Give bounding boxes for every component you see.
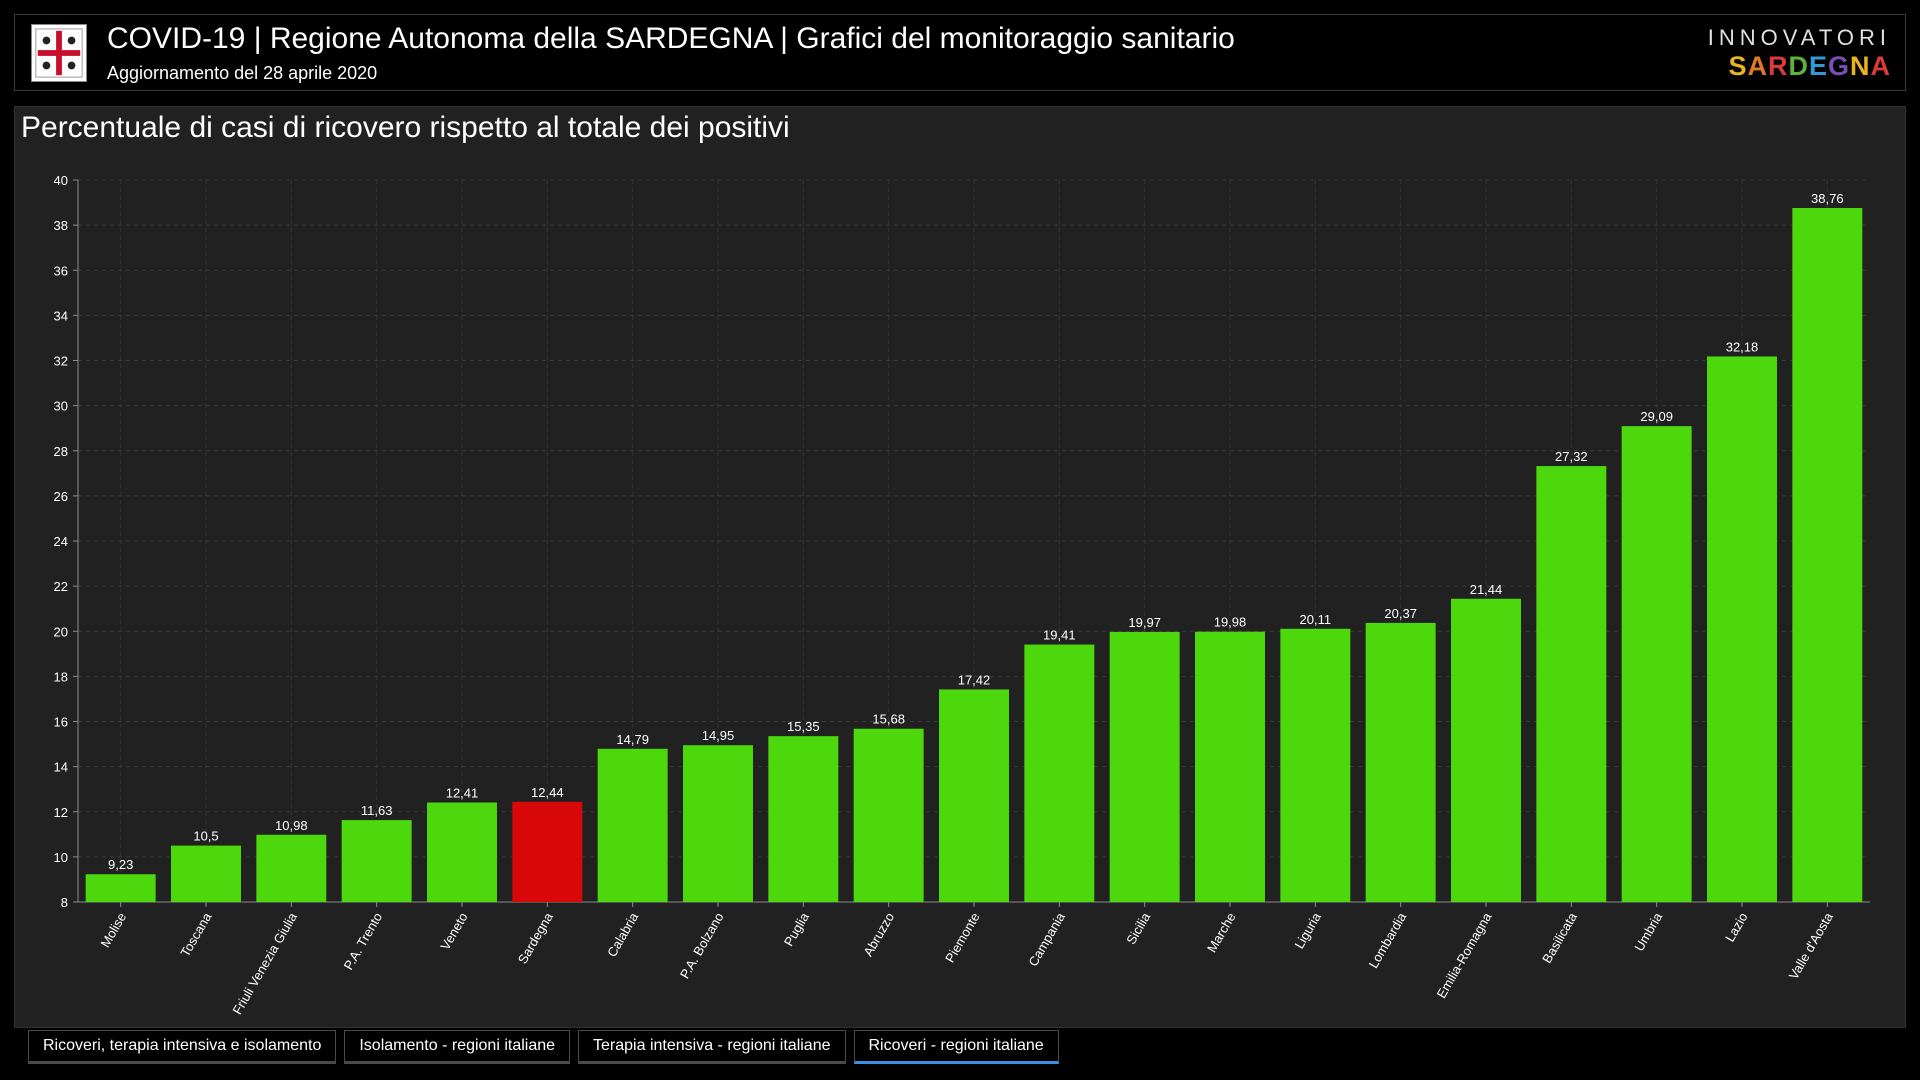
x-tick-label: Puglia [781, 909, 812, 948]
x-tick-label: Basilicata [1539, 909, 1580, 965]
data-label: 14,79 [616, 732, 649, 747]
bar-sicilia[interactable] [1109, 631, 1180, 902]
bar-chart: 8 10 12 14 16 18 20 22 24 26 28 30 32 34 36 38 40 9,23 Mol… [54, 173, 1870, 1017]
bar-calabria[interactable] [597, 748, 668, 902]
x-tick-label: Veneto [437, 910, 470, 953]
bar-puglia[interactable] [768, 736, 839, 902]
data-label: 38,76 [1811, 191, 1844, 206]
x-tick-label: Friuli Venezia Giulia [229, 909, 300, 1017]
x-tick-label: Valle d'Aosta [1786, 909, 1837, 982]
bar-friuli-venezia-giulia[interactable] [256, 834, 327, 902]
x-tick-label: Marche [1204, 910, 1239, 955]
data-label: 19,98 [1214, 615, 1247, 630]
y-tick-label: 26 [54, 489, 68, 504]
tab-4[interactable]: Ricoveri - regioni italiane [853, 1030, 1059, 1064]
x-tick-label: Lombardia [1366, 909, 1410, 970]
bar-basilicata[interactable] [1536, 466, 1607, 902]
data-label: 32,18 [1726, 339, 1759, 354]
x-tick-label: P.A. Bolzano [677, 910, 727, 981]
data-label: 14,95 [702, 728, 735, 743]
bar-valle-d-aosta[interactable] [1792, 207, 1863, 902]
bar-piemonte[interactable] [939, 689, 1009, 902]
header: COVID-19 | Regione Autonoma della SARDEG… [14, 14, 1906, 91]
data-label: 19,97 [1128, 615, 1161, 630]
data-label: 15,35 [787, 719, 820, 734]
x-tick-label: Abruzzo [860, 910, 897, 959]
data-label: 9,23 [108, 857, 133, 872]
chart-panel: Percentuale di casi di ricovero rispetto… [14, 106, 1906, 1028]
data-label: 10,98 [275, 818, 308, 833]
tab-2[interactable]: Isolamento - regioni italiane [344, 1030, 571, 1064]
y-tick-label: 36 [54, 263, 68, 278]
data-label: 11,63 [361, 803, 393, 818]
x-tick-label: Liguria [1291, 909, 1324, 951]
x-tick-label: Campania [1025, 909, 1068, 968]
y-tick-label: 16 [54, 715, 68, 730]
bar-emilia-romagna[interactable] [1451, 598, 1521, 902]
data-label: 17,42 [958, 672, 991, 687]
y-tick-label: 30 [54, 399, 68, 414]
sardinia-coat-of-arms-icon [31, 24, 87, 82]
y-tick-label: 28 [54, 444, 68, 459]
data-label: 21,44 [1470, 582, 1503, 597]
bar-liguria[interactable] [1280, 628, 1351, 902]
data-label: 29,09 [1640, 409, 1673, 424]
bar-sardegna[interactable] [512, 801, 583, 902]
bar-lombardia[interactable] [1365, 622, 1436, 902]
bar-marche[interactable] [1195, 631, 1265, 902]
brand-bottom-text: SARDEGNA [1728, 51, 1891, 81]
bar-p-a-trento[interactable] [341, 820, 412, 902]
data-label: 10,5 [193, 829, 218, 844]
y-tick-label: 22 [54, 579, 68, 594]
y-tick-label: 14 [54, 760, 68, 775]
bar-abruzzo[interactable] [853, 728, 924, 902]
bar-molise[interactable] [85, 874, 156, 902]
x-tick-label: Calabria [604, 909, 642, 959]
y-tick-label: 34 [54, 308, 68, 323]
tab-3[interactable]: Terapia intensiva - regioni italiane [578, 1030, 846, 1064]
x-tick-label: Toscana [177, 909, 215, 959]
data-label: 12,44 [531, 785, 564, 800]
data-label: 27,32 [1555, 449, 1588, 464]
bar-toscana[interactable] [171, 845, 241, 902]
x-tick-label: Lazio [1722, 910, 1751, 944]
chart-title: Percentuale di casi di ricovero rispetto… [21, 111, 790, 144]
x-tick-label: Emilia-Romagna [1434, 909, 1495, 1000]
brand-logo: INNOVATORI SARDEGNA [1708, 25, 1891, 81]
y-tick-label: 20 [54, 624, 68, 639]
y-tick-label: 32 [54, 354, 68, 369]
update-date: Aggiornamento del 28 aprile 2020 [107, 63, 378, 83]
data-label: 15,68 [872, 712, 905, 727]
tab-1[interactable]: Ricoveri, terapia intensiva e isolamento [28, 1030, 337, 1064]
bar-campania[interactable] [1024, 644, 1095, 902]
y-tick-label: 38 [54, 218, 68, 233]
x-tick-label: Molise [97, 910, 129, 950]
page-title: COVID-19 | Regione Autonoma della SARDEG… [107, 22, 1235, 55]
bar-lazio[interactable] [1707, 356, 1777, 903]
data-label: 19,41 [1043, 628, 1076, 643]
y-tick-label: 24 [54, 534, 68, 549]
x-tick-label: Piemonte [942, 910, 982, 965]
y-tick-label: 12 [54, 805, 68, 820]
x-tick-label: Sardegna [515, 909, 557, 966]
x-tick-label: Sicilia [1123, 909, 1153, 947]
bar-umbria[interactable] [1621, 426, 1692, 902]
data-label: 20,11 [1300, 612, 1332, 627]
y-tick-label: 18 [54, 669, 68, 684]
tab-bar: Ricoveri, terapia intensiva e isolamento… [28, 1030, 1059, 1066]
y-tick-label: 40 [54, 173, 68, 188]
x-tick-label: Umbria [1631, 909, 1665, 953]
data-label: 12,41 [446, 785, 479, 800]
brand-top-text: INNOVATORI [1707, 25, 1891, 50]
x-tick-label: P.A. Trento [341, 910, 386, 972]
data-label: 20,37 [1384, 606, 1417, 621]
y-tick-label: 8 [61, 895, 68, 910]
bar-p-a-bolzano[interactable] [683, 745, 753, 902]
bar-veneto[interactable] [427, 802, 497, 902]
y-tick-label: 10 [54, 850, 68, 865]
